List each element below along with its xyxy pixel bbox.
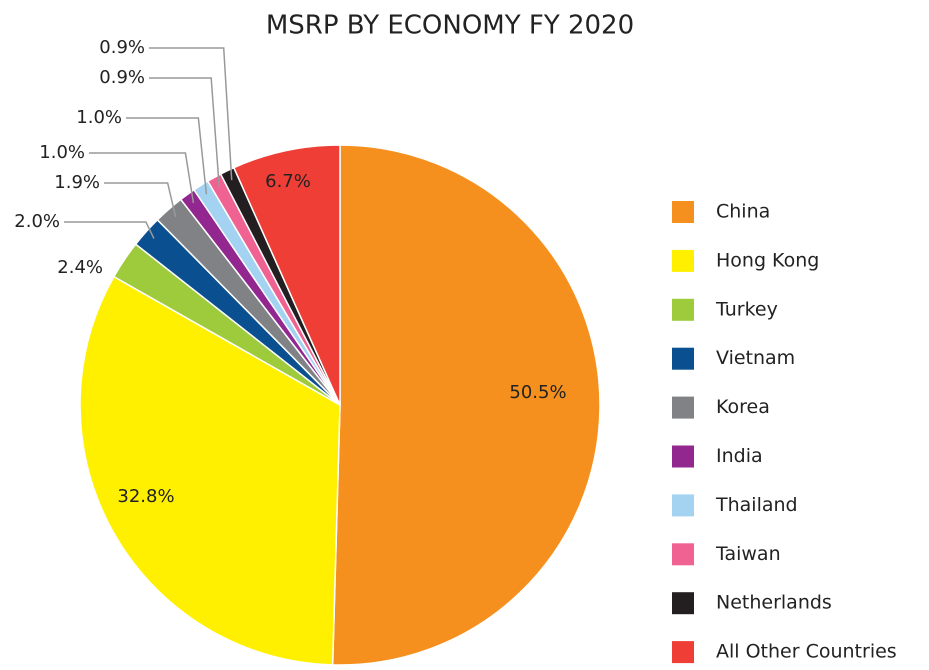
pie-slice (331, 144, 601, 666)
data-label: 6.7% (265, 171, 311, 192)
legend-swatch (672, 249, 694, 272)
legend-swatch (672, 298, 694, 321)
data-label: 0.9% (99, 67, 145, 88)
data-label: 32.8% (117, 486, 174, 507)
legend-label: Turkey (715, 298, 778, 320)
legend-swatch (672, 641, 694, 664)
data-label: 2.4% (57, 257, 103, 278)
leader-line (149, 47, 233, 181)
data-label: 0.9% (99, 37, 145, 58)
leader-line (89, 152, 195, 204)
legend-swatch (672, 445, 694, 468)
leader-line (64, 221, 155, 239)
legend-label: Hong Kong (716, 249, 819, 271)
data-label: 1.0% (39, 142, 85, 163)
leader-line (104, 182, 177, 218)
legend-label: China (716, 201, 770, 223)
pie-slice (79, 275, 341, 666)
legend-label: Netherlands (716, 592, 832, 614)
data-label: 1.0% (76, 107, 122, 128)
legend-swatch (672, 201, 694, 223)
legend-label: Taiwan (715, 543, 781, 565)
legend-label: All Other Countries (716, 641, 897, 663)
legend-swatch (672, 592, 694, 615)
legend-swatch (672, 494, 694, 517)
pie-slice (232, 144, 341, 406)
data-label: 1.9% (54, 172, 100, 193)
data-label: 50.5% (509, 382, 566, 403)
legend-label: Thailand (715, 494, 798, 516)
leader-line (149, 77, 220, 187)
data-label: 2.0% (14, 211, 60, 232)
legend-label: India (716, 445, 763, 467)
legend-swatch (672, 347, 694, 370)
legend-label: Vietnam (716, 347, 795, 369)
leader-line (126, 117, 208, 195)
chart-title: MSRP BY ECONOMY FY 2020 (266, 11, 634, 41)
legend-label: Korea (716, 396, 770, 418)
legend-swatch (672, 396, 694, 419)
legend-swatch (672, 543, 694, 566)
